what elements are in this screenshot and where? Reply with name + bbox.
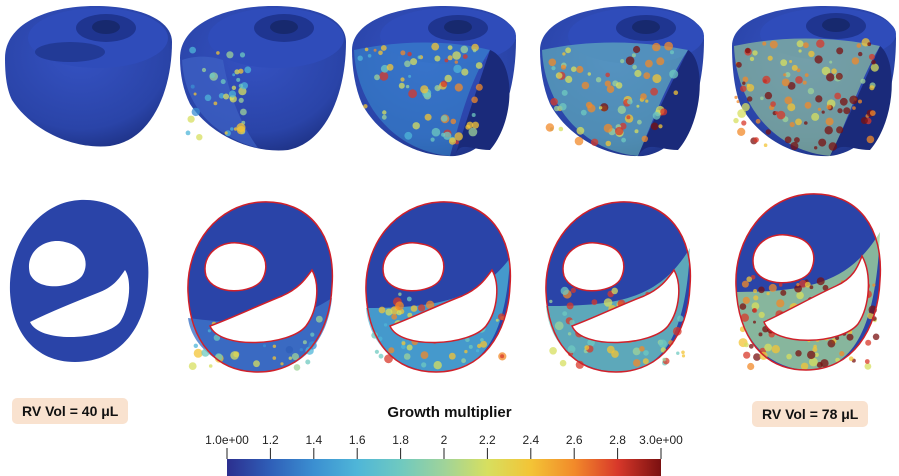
colorbar-tick-label: 1.8 bbox=[392, 433, 409, 447]
growth-colorbar: 1.0e+00 1.2 1.4 1.6 1.8 2 2.2 2.4 2.6 2.8 3.0e+00 bbox=[205, 433, 683, 476]
heart-3d-view-2 bbox=[180, 6, 346, 151]
cross-section-2 bbox=[187, 201, 334, 373]
colorbar-tick-label: 1.0e+00 bbox=[205, 433, 249, 447]
cross-section-5 bbox=[735, 193, 882, 371]
colorbar-title: Growth multiplier bbox=[387, 404, 512, 421]
colorbar-tick-label: 2.2 bbox=[479, 433, 496, 447]
colorbar-tick-label: 2.4 bbox=[522, 433, 539, 447]
colorbar-tick-label: 2.6 bbox=[566, 433, 583, 447]
colorbar-ticks: 1.0e+00 1.2 1.4 1.6 1.8 2 2.2 2.4 2.6 2.8 3.0e+00 bbox=[205, 433, 683, 459]
heart-3d-view-4 bbox=[540, 6, 704, 157]
rv-volume-label-left: RV Vol = 40 μL bbox=[12, 398, 129, 424]
colorbar-tick-label: 2.8 bbox=[609, 433, 626, 447]
colorbar-gradient bbox=[227, 459, 661, 476]
heart-3d-view-3 bbox=[352, 6, 516, 157]
heart-3d-view-1 bbox=[5, 6, 172, 147]
heart-3d-view-5 bbox=[732, 6, 896, 157]
colorbar-tick-label: 1.2 bbox=[262, 433, 279, 447]
colorbar-tick-label: 1.4 bbox=[305, 433, 322, 447]
cross-section-4 bbox=[545, 201, 692, 373]
rv-volume-label-right: RV Vol = 78 μL bbox=[752, 401, 869, 427]
colorbar-tick-label: 2 bbox=[441, 433, 448, 447]
cross-section-3 bbox=[365, 201, 512, 373]
cross-section-1 bbox=[9, 199, 149, 362]
colorbar-tick-label: 1.6 bbox=[349, 433, 366, 447]
colorbar-tick-label: 3.0e+00 bbox=[639, 433, 683, 447]
